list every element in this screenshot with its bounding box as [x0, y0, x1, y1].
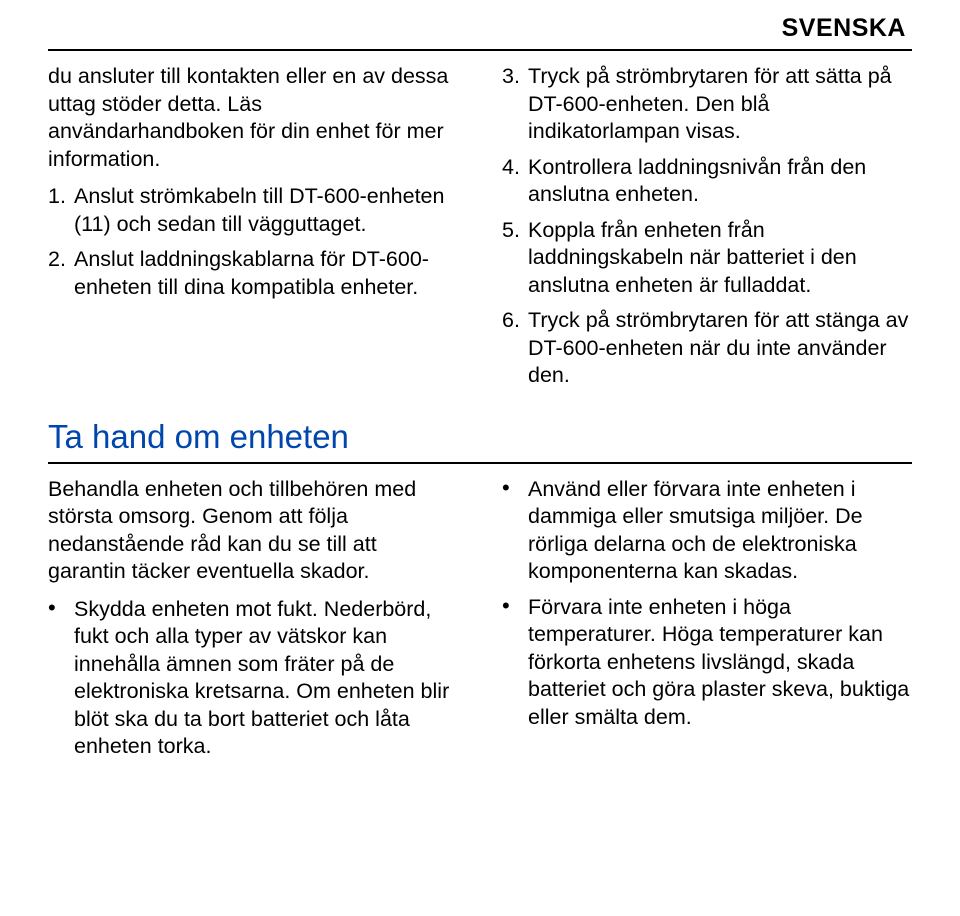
language-label: SVENSKA	[48, 14, 912, 43]
care-left-bullets: • Skydda enheten mot fukt. Nederbörd, fu…	[48, 596, 458, 761]
step-number: 6.	[502, 307, 528, 390]
intro-paragraph: du ansluter till kontakten eller en av d…	[48, 63, 458, 173]
step-text: Kontrollera laddningsnivån från den ansl…	[528, 154, 912, 209]
section-heading: Ta hand om enheten	[48, 418, 912, 456]
step-text: Anslut laddningskablarna för DT-600-enhe…	[74, 246, 458, 301]
top-right-column: 3. Tryck på strömbrytaren för att sätta …	[502, 63, 912, 398]
top-left-column: du ansluter till kontakten eller en av d…	[48, 63, 458, 398]
step-number: 5.	[502, 217, 528, 300]
step-text: Tryck på strömbrytaren för att stänga av…	[528, 307, 912, 390]
left-steps: 1. Anslut strömkabeln till DT-600-enhete…	[48, 183, 458, 301]
step-text: Tryck på strömbrytaren för att sätta på …	[528, 63, 912, 146]
step-number: 3.	[502, 63, 528, 146]
list-item: • Skydda enheten mot fukt. Nederbörd, fu…	[48, 596, 458, 761]
step-number: 2.	[48, 246, 74, 301]
step-text: Koppla från enheten från laddningskabeln…	[528, 217, 912, 300]
list-item: 6. Tryck på strömbrytaren för att stänga…	[502, 307, 912, 390]
right-steps: 3. Tryck på strömbrytaren för att sätta …	[502, 63, 912, 390]
care-columns: Behandla enheten och tillbehören med stö…	[48, 476, 912, 769]
care-intro: Behandla enheten och tillbehören med stö…	[48, 476, 458, 586]
list-item: 4. Kontrollera laddningsnivån från den a…	[502, 154, 912, 209]
list-item: 1. Anslut strömkabeln till DT-600-enhete…	[48, 183, 458, 238]
list-item: 3. Tryck på strömbrytaren för att sätta …	[502, 63, 912, 146]
bullet-icon: •	[502, 476, 528, 586]
step-text: Anslut strömkabeln till DT-600-enheten (…	[74, 183, 458, 238]
step-number: 4.	[502, 154, 528, 209]
bullet-icon: •	[502, 594, 528, 732]
bullet-text: Förvara inte enheten i höga temperaturer…	[528, 594, 912, 732]
bullet-icon: •	[48, 596, 74, 761]
top-columns: du ansluter till kontakten eller en av d…	[48, 63, 912, 398]
care-left-column: Behandla enheten och tillbehören med stö…	[48, 476, 458, 769]
step-number: 1.	[48, 183, 74, 238]
list-item: 5. Koppla från enheten från laddningskab…	[502, 217, 912, 300]
list-item: • Förvara inte enheten i höga temperatur…	[502, 594, 912, 732]
care-right-column: • Använd eller förvara inte enheten i da…	[502, 476, 912, 769]
list-item: • Använd eller förvara inte enheten i da…	[502, 476, 912, 586]
bullet-text: Skydda enheten mot fukt. Nederbörd, fukt…	[74, 596, 458, 761]
list-item: 2. Anslut laddningskablarna för DT-600-e…	[48, 246, 458, 301]
top-rule	[48, 49, 912, 51]
section-rule	[48, 462, 912, 464]
care-right-bullets: • Använd eller förvara inte enheten i da…	[502, 476, 912, 732]
bullet-text: Använd eller förvara inte enheten i damm…	[528, 476, 912, 586]
